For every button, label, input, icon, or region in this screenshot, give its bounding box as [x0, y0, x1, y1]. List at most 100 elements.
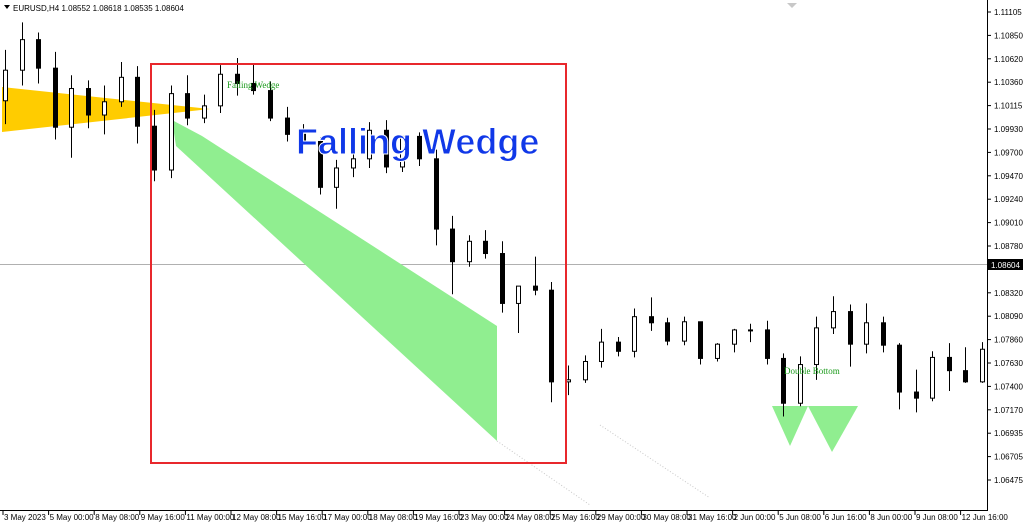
- candle[interactable]: [400, 135, 405, 173]
- candle[interactable]: [930, 351, 935, 402]
- candle[interactable]: [69, 75, 74, 158]
- candle[interactable]: [334, 159, 339, 209]
- candle[interactable]: [516, 285, 521, 333]
- time-axis-label: 12 Jun 16:00: [962, 513, 1009, 522]
- candle-body: [698, 321, 703, 359]
- candle[interactable]: [616, 337, 621, 357]
- candle[interactable]: [450, 215, 455, 295]
- current-price-label: 1.08604: [991, 261, 1020, 270]
- candle-body: [251, 82, 256, 92]
- candle[interactable]: [251, 63, 256, 95]
- time-axis[interactable]: 3 May 2023 5 May 00:00 8 May 08:00 9 May 16…: [2, 511, 1009, 522]
- candle[interactable]: [86, 80, 91, 129]
- time-axis-label: 5 Jun 08:00: [779, 513, 821, 522]
- candle[interactable]: [268, 81, 273, 122]
- candle[interactable]: [500, 241, 505, 313]
- candle[interactable]: [318, 137, 323, 195]
- candle[interactable]: [202, 94, 207, 124]
- candle[interactable]: [36, 32, 41, 84]
- candle[interactable]: [102, 85, 107, 135]
- candle-body: [715, 343, 720, 359]
- candle-body: [169, 93, 174, 171]
- candle[interactable]: [483, 230, 488, 259]
- candle[interactable]: [549, 282, 554, 403]
- candle[interactable]: [732, 328, 737, 353]
- candle-body: [914, 391, 919, 399]
- candle[interactable]: [599, 328, 604, 368]
- price-axis-label: 1.10115: [994, 102, 1023, 111]
- candle[interactable]: [765, 320, 770, 365]
- candle[interactable]: [831, 296, 836, 334]
- candle-body: [781, 357, 786, 404]
- candle-body: [500, 253, 505, 304]
- candle[interactable]: [848, 304, 853, 367]
- candle[interactable]: [881, 316, 886, 353]
- candle[interactable]: [665, 317, 670, 346]
- time-axis-label: 9 Jun 08:00: [916, 513, 958, 522]
- candle[interactable]: [814, 316, 819, 380]
- candle-body: [814, 327, 819, 366]
- candle[interactable]: [467, 235, 472, 267]
- candle[interactable]: [914, 369, 919, 413]
- candle[interactable]: [632, 308, 637, 358]
- candle[interactable]: [963, 347, 968, 383]
- triangle-down-icon[interactable]: [4, 5, 10, 9]
- price-axis-label: 1.09240: [994, 195, 1023, 204]
- candle[interactable]: [20, 22, 25, 86]
- candle[interactable]: [384, 120, 389, 174]
- candle[interactable]: [152, 109, 157, 182]
- candle[interactable]: [3, 49, 8, 125]
- candle[interactable]: [351, 146, 356, 178]
- candle[interactable]: [682, 316, 687, 346]
- candle[interactable]: [218, 65, 223, 113]
- price-axis-label: 1.09010: [994, 219, 1023, 228]
- candle-body: [400, 135, 405, 168]
- candle-body: [69, 88, 74, 128]
- candle[interactable]: [135, 66, 140, 144]
- candle-body: [864, 322, 869, 345]
- candle[interactable]: [649, 297, 654, 331]
- candle[interactable]: [980, 342, 985, 383]
- candle-body: [152, 125, 157, 171]
- candle[interactable]: [947, 343, 952, 392]
- candle[interactable]: [583, 355, 588, 383]
- candle[interactable]: [748, 323, 753, 343]
- price-axis-label: 1.07170: [994, 406, 1023, 415]
- candle[interactable]: [798, 356, 803, 407]
- candle[interactable]: [698, 321, 703, 365]
- candle[interactable]: [53, 51, 58, 140]
- wedge-projection-line: [496, 440, 591, 506]
- candle[interactable]: [715, 343, 720, 362]
- price-axis-label: 1.07400: [994, 382, 1023, 391]
- candle[interactable]: [285, 106, 290, 142]
- time-axis-label: 11 May 00:00: [186, 513, 234, 522]
- candle[interactable]: [434, 149, 439, 246]
- candle-body: [334, 167, 339, 188]
- candle[interactable]: [781, 353, 786, 417]
- candle-body: [185, 93, 190, 119]
- candle[interactable]: [367, 122, 372, 168]
- candle[interactable]: [533, 256, 538, 296]
- candle-body: [417, 135, 422, 160]
- double-bottom-right-zone: [808, 406, 858, 452]
- candle[interactable]: [185, 75, 190, 126]
- price-axis[interactable]: 1.11105 1.10850 1.10620 1.10360 1.10115 1.099…: [987, 8, 1023, 485]
- wedge-projection-line-2: [599, 424, 711, 499]
- candle-body: [549, 289, 554, 383]
- candle-body: [384, 129, 389, 168]
- candle-body: [566, 379, 571, 383]
- candle[interactable]: [864, 303, 869, 354]
- candle[interactable]: [897, 343, 902, 410]
- price-axis-label: 1.07860: [994, 336, 1023, 345]
- candle[interactable]: [417, 132, 422, 166]
- chart-shift-marker-icon[interactable]: [787, 3, 797, 8]
- candle[interactable]: [119, 62, 124, 107]
- falling-wedge-box: [150, 63, 567, 464]
- candle[interactable]: [169, 85, 174, 179]
- candle-body: [930, 356, 935, 399]
- candle-body: [119, 76, 124, 103]
- price-axis-label: 1.10360: [994, 78, 1023, 87]
- candle[interactable]: [301, 124, 306, 151]
